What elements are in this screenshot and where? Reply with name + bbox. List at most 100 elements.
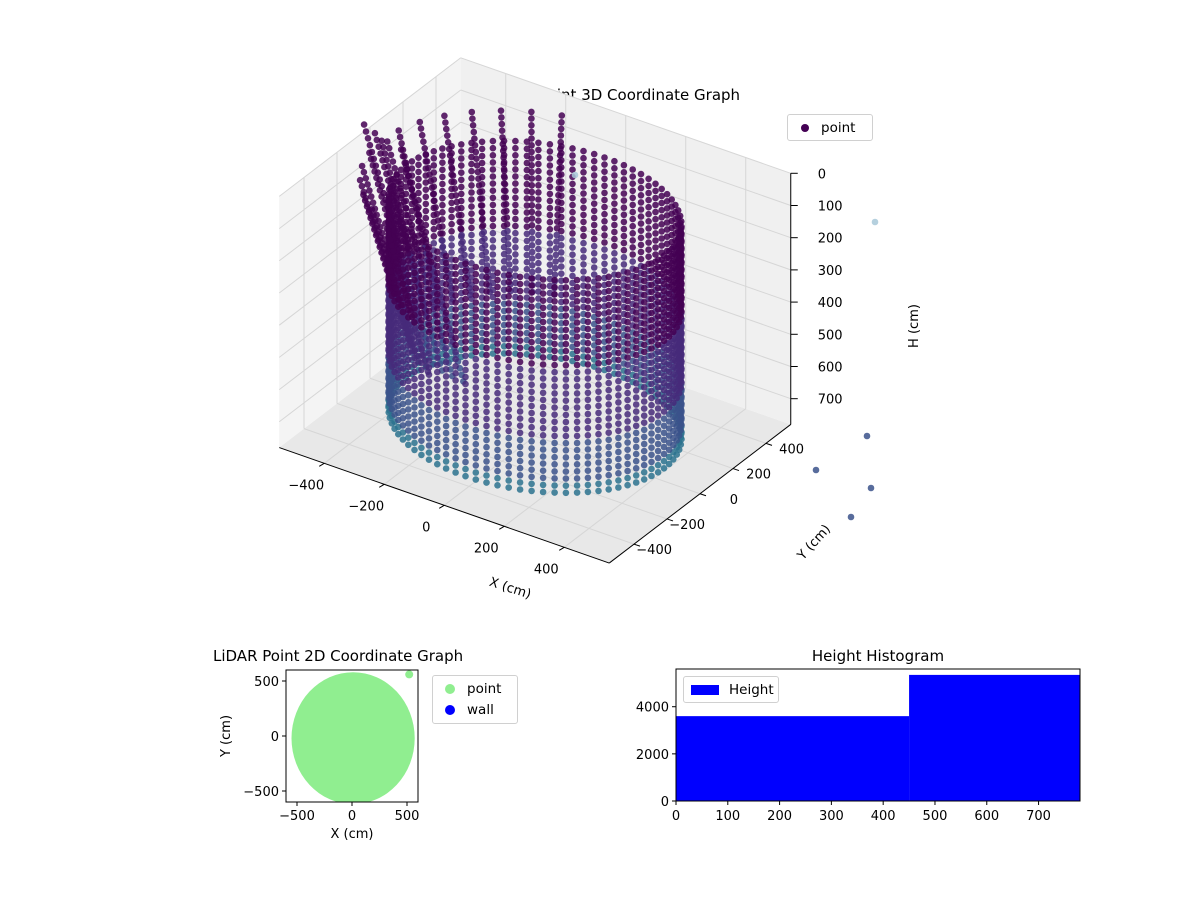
legend-wall-marker — [445, 704, 455, 715]
data-point — [528, 395, 535, 403]
data-point — [418, 402, 425, 409]
data-point — [425, 307, 433, 315]
data-point — [624, 481, 631, 489]
data-point — [494, 297, 501, 305]
data-point — [500, 265, 508, 272]
data-point — [399, 330, 407, 337]
data-point — [632, 465, 640, 472]
data-point — [398, 140, 405, 147]
data-point — [546, 141, 554, 148]
data-point — [366, 141, 374, 149]
data-point — [516, 387, 524, 394]
data-point — [468, 231, 475, 239]
data-point — [645, 182, 652, 190]
data-point — [472, 334, 480, 342]
data-point — [389, 247, 397, 255]
data-point — [611, 214, 618, 222]
data-point — [648, 380, 655, 388]
data-point — [584, 361, 592, 368]
data-point — [356, 176, 364, 184]
data-point — [494, 333, 501, 340]
data-point — [629, 208, 636, 216]
data-point — [438, 236, 446, 244]
data-point — [516, 294, 524, 302]
data-point — [654, 461, 662, 469]
data-point — [528, 202, 536, 209]
data-point — [632, 266, 640, 274]
data-point — [665, 432, 673, 439]
data-point — [405, 377, 412, 385]
data-point — [652, 180, 659, 188]
data-point — [562, 383, 570, 390]
data-point — [551, 390, 558, 397]
data-point — [601, 260, 608, 268]
data-point — [584, 325, 592, 333]
data-point — [648, 274, 655, 282]
data-point — [573, 461, 581, 468]
data-point — [472, 419, 480, 427]
data-point — [640, 291, 648, 299]
data-point — [405, 420, 412, 427]
data-point — [584, 432, 592, 439]
data-point — [478, 209, 486, 216]
data-point — [660, 280, 668, 288]
data-point — [648, 338, 655, 345]
data-point — [553, 231, 560, 239]
data-point — [452, 370, 459, 377]
data-point — [573, 404, 581, 411]
pane-group — [278, 57, 791, 564]
data-point — [569, 237, 576, 244]
data-point — [539, 368, 547, 375]
legend-point-label: point — [467, 680, 502, 697]
data-point — [535, 259, 542, 267]
data-point — [569, 251, 576, 258]
data-point — [478, 138, 486, 146]
data-point — [418, 359, 425, 367]
data-point — [629, 222, 636, 230]
data-point — [611, 264, 618, 271]
data-point — [528, 122, 535, 129]
data-point — [452, 355, 459, 363]
data-point — [422, 193, 430, 201]
data-point — [452, 334, 459, 342]
chart3d-plot: −400−2000200400−400−20002004000100200300… — [278, 57, 922, 602]
data-point — [528, 466, 535, 474]
data-point — [481, 242, 489, 249]
data-point — [442, 429, 450, 437]
data-point — [562, 397, 570, 405]
data-point — [402, 291, 410, 299]
data-point — [498, 127, 506, 134]
data-point — [399, 152, 407, 160]
data-point — [554, 218, 561, 225]
data-point — [528, 317, 535, 325]
data-point — [660, 273, 668, 281]
data-point — [539, 297, 547, 305]
data-point — [535, 167, 542, 175]
data-point — [648, 288, 655, 296]
data-point — [516, 302, 524, 309]
data-point — [535, 245, 542, 253]
data-point — [434, 283, 441, 291]
data-point — [637, 220, 645, 227]
data-point — [483, 472, 490, 479]
data-point — [418, 260, 425, 267]
data-point — [569, 194, 576, 202]
point-blob — [291, 672, 415, 802]
data-point — [665, 439, 673, 447]
data-point — [528, 275, 535, 282]
data-point — [535, 196, 542, 203]
data-point — [645, 239, 652, 246]
data-point — [452, 341, 459, 349]
data-point — [380, 199, 387, 206]
data-point — [360, 191, 367, 199]
data-point — [658, 221, 665, 228]
data-point — [624, 425, 631, 432]
data-point — [605, 273, 612, 281]
data-point — [648, 331, 655, 338]
data-point — [640, 447, 648, 455]
data-point — [528, 487, 535, 495]
data-point — [468, 252, 475, 260]
data-point — [640, 461, 648, 469]
data-point — [452, 270, 459, 278]
data-point — [418, 430, 425, 437]
